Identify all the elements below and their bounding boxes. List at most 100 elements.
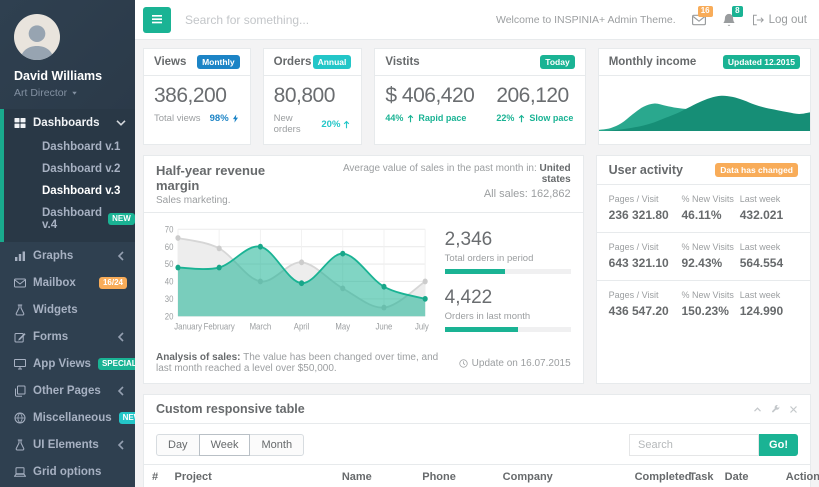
ua-value: 564.554 <box>740 256 798 270</box>
orders-last-month-label: Orders in last month <box>445 311 571 322</box>
table-toolbar: DayWeekMonth Go! <box>144 424 810 464</box>
ua-column-label: % New Visits <box>681 242 739 252</box>
orders-last-month-progress <box>445 327 571 332</box>
sidebar-item-label: Mailbox <box>33 277 76 289</box>
ua-column-label: Last week <box>740 290 798 300</box>
revenue-panel: Half-year revenue margin Sales marketing… <box>143 155 584 384</box>
visits-value-1: $ 406,420 <box>385 84 474 108</box>
clock-icon <box>459 359 468 368</box>
subitem-label: Dashboard v.3 <box>42 185 120 197</box>
sidebar-subitem-dashboard-v-1[interactable]: Dashboard v.1 <box>4 136 135 158</box>
profile-name: David Williams <box>14 69 135 83</box>
globe-icon <box>14 412 26 424</box>
sidebar-item-other-pages[interactable]: Other Pages <box>0 377 135 404</box>
svg-text:June: June <box>376 321 393 332</box>
column-header-project[interactable]: Project <box>167 465 334 487</box>
sidebar-item-forms[interactable]: Forms <box>0 323 135 350</box>
ua-cell-pages-visit: Pages / Visit436 547.20 <box>609 290 682 318</box>
search-input[interactable] <box>183 12 403 28</box>
views-value: 386,200 <box>154 84 240 108</box>
sidebar-item-ui-elements[interactable]: UI Elements <box>0 431 135 458</box>
profile-section: David Williams Art Director <box>0 0 135 109</box>
sidebar-item-label: UI Elements <box>33 439 99 451</box>
logout-label: Log out <box>769 14 807 26</box>
close-icon[interactable] <box>789 405 798 414</box>
svg-text:April: April <box>294 321 310 332</box>
visits-metric-2: 206,120 22% Slow pace <box>496 84 573 123</box>
chevron-left-icon <box>115 439 127 451</box>
ua-cell-last-week: Last week124.990 <box>740 290 798 318</box>
range-button-month[interactable]: Month <box>249 434 304 456</box>
badge-new: NEW <box>119 412 135 424</box>
column-header-completed[interactable]: Completed <box>627 465 682 487</box>
sidebar-subitem-dashboard-v-2[interactable]: Dashboard v.2 <box>4 158 135 180</box>
sidebar-item-label: Other Pages <box>33 385 101 397</box>
column-header-action[interactable]: Action <box>778 465 810 487</box>
bolt-icon <box>231 114 240 123</box>
svg-text:50: 50 <box>165 259 174 270</box>
sidebar: David Williams Art Director DashboardsDa… <box>0 0 135 487</box>
collapse-icon[interactable] <box>753 405 762 414</box>
user-activity-row: Pages / Visit236 321.80% New Visits46.11… <box>597 185 810 233</box>
level-up-icon <box>517 114 526 123</box>
column-header-date[interactable]: Date <box>717 465 778 487</box>
column-header-phone[interactable]: Phone <box>414 465 494 487</box>
flask-icon <box>14 304 26 316</box>
side-navigation: DashboardsDashboard v.1Dashboard v.2Dash… <box>0 109 135 487</box>
caret-down-icon <box>71 87 78 99</box>
ua-cell-last-week: Last week564.554 <box>740 242 798 270</box>
visits-metric-1: $ 406,420 44% Rapid pace <box>385 84 474 123</box>
card-title: Vistits <box>385 56 419 68</box>
visits-delta-1: 44% Rapid pace <box>385 113 474 123</box>
table-search-input[interactable] <box>629 434 759 456</box>
subitem-label: Dashboard v.4 <box>42 207 102 231</box>
level-up-icon <box>342 120 351 129</box>
ua-column-label: Pages / Visit <box>609 242 682 252</box>
orders-in-period-progress <box>445 269 571 274</box>
data-changed-badge: Data has changed <box>715 163 798 177</box>
sidebar-subitem-dashboard-v-3[interactable]: Dashboard v.3 <box>4 180 135 202</box>
notifications-count-badge: 8 <box>732 6 742 17</box>
messages-button[interactable]: 16 <box>692 13 706 27</box>
wrench-icon[interactable] <box>771 405 780 414</box>
range-button-week[interactable]: Week <box>199 434 251 456</box>
profile-role-dropdown[interactable]: Art Director <box>14 87 135 99</box>
user-photo-icon <box>17 20 57 60</box>
avatar[interactable] <box>14 14 60 60</box>
range-button-day[interactable]: Day <box>156 434 200 456</box>
ua-value: 46.11% <box>681 208 739 222</box>
column-header-company[interactable]: Company <box>495 465 627 487</box>
user-activity-row: Pages / Visit643 321.10% New Visits 92.43… <box>597 233 810 281</box>
menu-toggle-button[interactable] <box>143 7 171 33</box>
sidebar-item-miscellaneous[interactable]: MiscellaneousNEW <box>0 404 135 431</box>
notifications-button[interactable]: 8 <box>722 13 736 27</box>
panel-subtitle: Sales marketing. <box>156 195 312 206</box>
orders-value: 80,800 <box>274 84 352 108</box>
ua-column-label: Last week <box>740 194 798 204</box>
th-large-icon <box>14 117 26 129</box>
go-button[interactable]: Go! <box>759 434 798 456</box>
ua-cell-pages-visit: Pages / Visit643 321.10 <box>609 242 682 270</box>
sales-info: Average value of sales in the past month… <box>312 163 571 206</box>
sidebar-item-widgets[interactable]: Widgets <box>0 296 135 323</box>
logout-button[interactable]: Log out <box>752 14 807 26</box>
sidebar-subitem-dashboard-v-4[interactable]: Dashboard v.4NEW <box>4 202 135 236</box>
column-header-[interactable]: # <box>144 465 167 487</box>
sidebar-item-mailbox[interactable]: Mailbox16/24 <box>0 269 135 296</box>
ua-cell-new-visits: % New Visits 92.43% <box>681 242 739 270</box>
ua-value: 92.43% <box>681 256 739 270</box>
chevron-down-icon <box>115 117 127 129</box>
sidebar-item-dashboards[interactable]: DashboardsDashboard v.1Dashboard v.2Dash… <box>0 109 135 242</box>
table-search: Go! <box>629 434 798 456</box>
column-header-name[interactable]: Name <box>334 465 414 487</box>
panel-title: Custom responsive table <box>156 402 305 416</box>
analysis-footer: Analysis of sales: The value has been ch… <box>144 345 583 383</box>
sidebar-item-app-views[interactable]: App ViewsSPECIAL <box>0 350 135 377</box>
sidebar-item-grid-options[interactable]: Grid options <box>0 458 135 485</box>
main-area: Welcome to INSPINIA+ Admin Theme. 16 8 L… <box>135 0 819 487</box>
visits-value-2: 206,120 <box>496 84 573 108</box>
monthly-income-card: Monthly income Updated 12.2015 <box>598 48 811 145</box>
svg-text:30: 30 <box>165 294 174 305</box>
sidebar-item-graphs[interactable]: Graphs <box>0 242 135 269</box>
ua-cell-new-visits: % New Visits150.23% <box>681 290 739 318</box>
